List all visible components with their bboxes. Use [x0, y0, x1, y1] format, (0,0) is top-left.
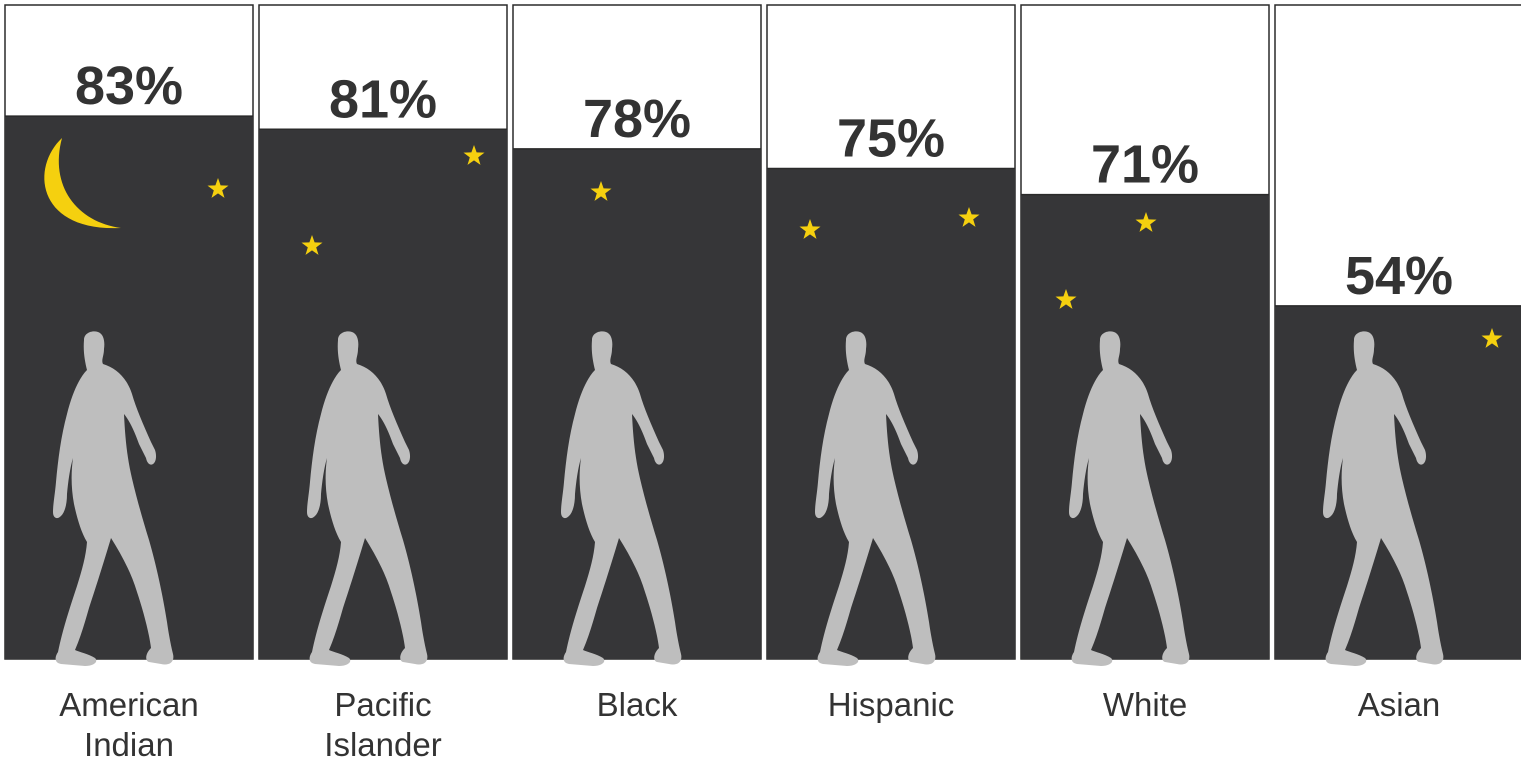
value-label-american-indian: 83% — [75, 56, 183, 116]
value-label-black: 78% — [583, 89, 691, 149]
panel-asian: 54% Asian — [1274, 4, 1521, 723]
category-label-american-indian: Indian — [84, 726, 174, 760]
category-label-pacific-islander: Pacific — [334, 686, 431, 723]
panel-white: 71% White — [1020, 4, 1270, 723]
category-label-pacific-islander: Islander — [324, 726, 441, 760]
bar-white — [1021, 194, 1269, 659]
value-label-hispanic: 75% — [837, 109, 945, 169]
panel-hispanic: 75% Hispanic — [766, 4, 1016, 723]
value-label-white: 71% — [1091, 135, 1199, 195]
panel-black: 78% Black — [512, 4, 762, 723]
crescent-moon-icon — [44, 138, 121, 229]
category-label-white: White — [1103, 686, 1187, 723]
value-label-asian: 54% — [1345, 246, 1453, 306]
value-label-pacific-islander: 81% — [329, 69, 437, 129]
category-label-asian: Asian — [1358, 686, 1441, 723]
category-label-hispanic: Hispanic — [828, 686, 955, 723]
category-label-black: Black — [597, 686, 678, 723]
category-label-american-indian: American — [59, 686, 198, 723]
